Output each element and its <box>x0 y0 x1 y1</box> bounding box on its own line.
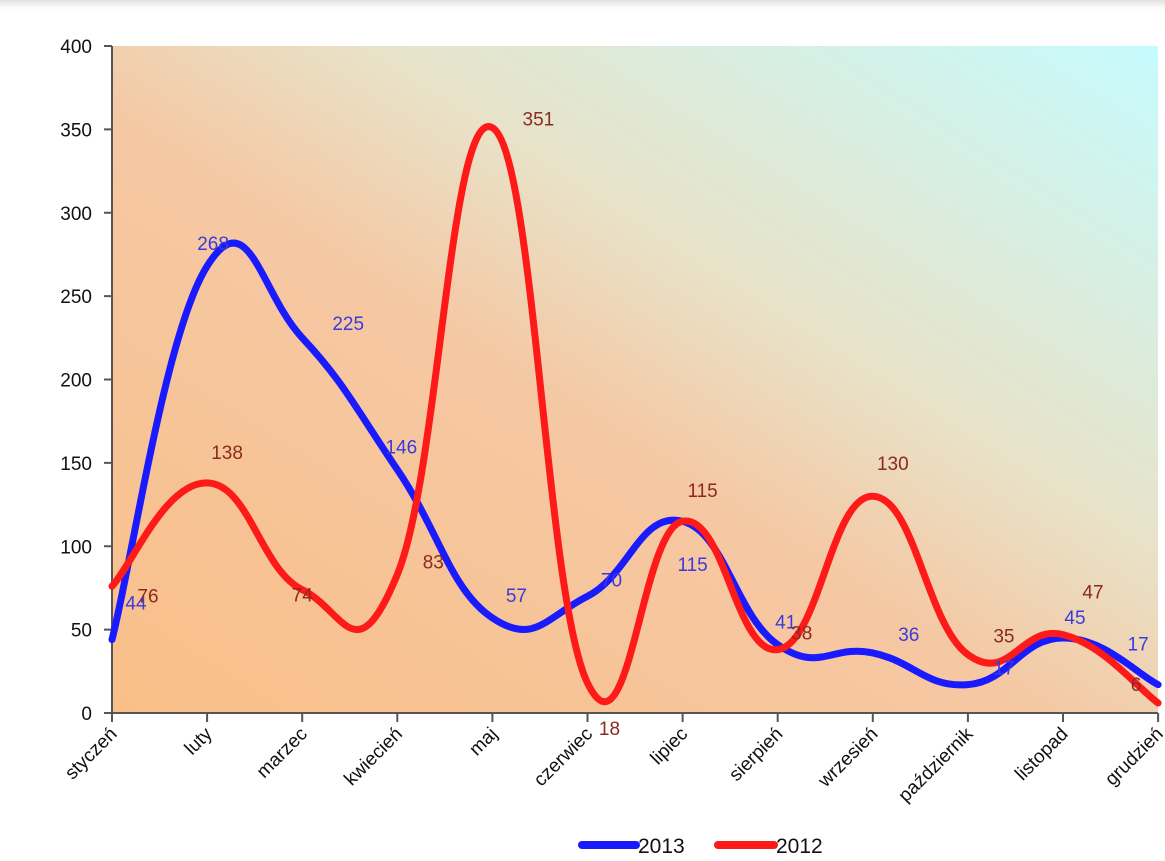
x-tick-label: czerwiec <box>530 724 597 791</box>
data-label-2013: 225 <box>332 314 364 335</box>
x-tick-label: grudzień <box>1101 724 1165 790</box>
x-tick-label: październik <box>895 723 978 806</box>
plot-area <box>112 46 1158 713</box>
data-label-2012: 138 <box>211 443 243 464</box>
x-tick-label: maj <box>465 724 502 761</box>
y-tick-label: 250 <box>60 287 92 308</box>
data-label-2012: 83 <box>423 553 444 574</box>
y-tick-label: 0 <box>81 704 92 725</box>
data-label-2012: 47 <box>1082 583 1103 604</box>
legend: 2013 2012 <box>578 835 823 858</box>
data-label-2012: 74 <box>292 586 314 607</box>
x-tick-label: sierpień <box>725 724 787 786</box>
data-label-2013: 115 <box>677 555 707 576</box>
series-line-2013 <box>108 239 1162 689</box>
y-tick-label: 150 <box>60 454 92 475</box>
data-label-2013: 36 <box>898 625 919 646</box>
x-tick-label: luty <box>181 723 217 759</box>
data-label-2013: 45 <box>1064 608 1085 629</box>
y-tick-label: 200 <box>60 371 92 392</box>
data-label-2012: 351 <box>523 110 555 131</box>
data-label-2012: 115 <box>687 481 717 502</box>
x-tick-label: wrzesień <box>814 724 883 793</box>
x-tick-label: marzec <box>253 724 312 783</box>
legend-label-2012: 2012 <box>776 835 823 858</box>
y-tick-label: 50 <box>71 621 92 642</box>
data-label-2013: 57 <box>506 586 527 607</box>
data-label-2012: 130 <box>877 454 909 475</box>
data-label-2012: 38 <box>791 624 812 645</box>
y-tick-label: 400 <box>60 37 92 58</box>
x-tick-label: styczeń <box>61 724 121 784</box>
data-label-2013: 41 <box>775 613 796 634</box>
legend-label-2013: 2013 <box>638 835 685 858</box>
x-tick-label: lipiec <box>647 724 692 769</box>
series-line-2012 <box>108 123 1162 707</box>
y-tick-label: 300 <box>60 204 92 225</box>
data-label-2012: 35 <box>993 627 1014 648</box>
data-label-2012: 18 <box>599 719 620 740</box>
data-label-2013: 268 <box>197 234 229 255</box>
data-label-2013: 70 <box>601 570 622 591</box>
x-tick-label: kwiecień <box>340 724 406 790</box>
data-label-2013: 17 <box>1128 635 1149 656</box>
y-tick-label: 100 <box>60 537 92 558</box>
data-label-2013: 146 <box>385 438 417 459</box>
data-label-2012: 76 <box>137 586 158 607</box>
x-tick-label: listopad <box>1011 724 1072 785</box>
data-label-2013: 44 <box>125 594 147 615</box>
y-tick-label: 350 <box>60 120 92 141</box>
data-label-2013: 17 <box>993 659 1014 680</box>
data-label-2012: 6 <box>1131 675 1142 696</box>
